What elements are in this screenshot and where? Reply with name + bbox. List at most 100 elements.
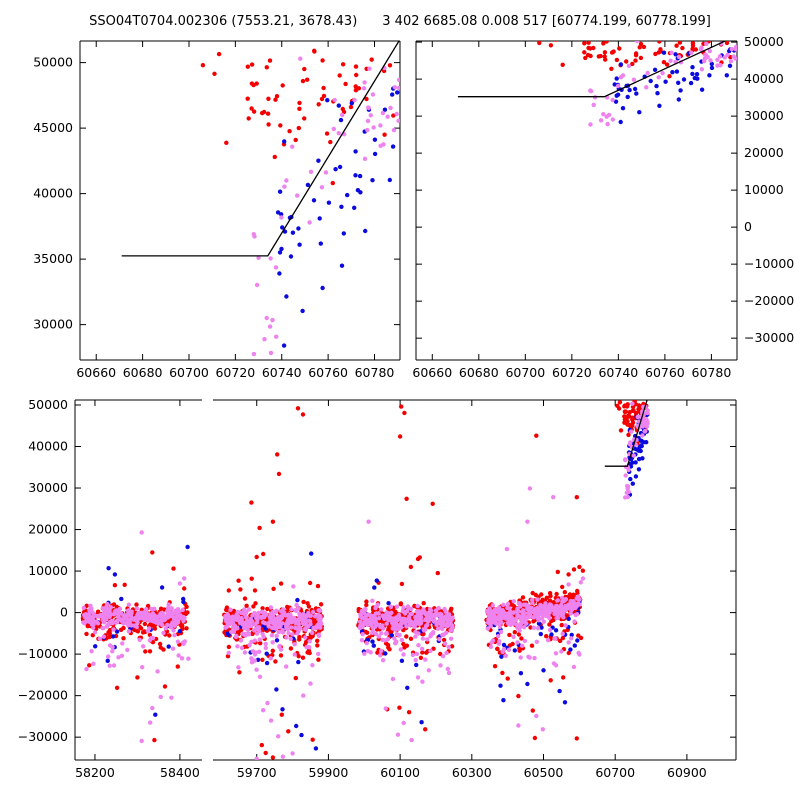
data-point <box>145 616 150 622</box>
data-point <box>181 599 186 605</box>
data-point <box>296 659 301 665</box>
y-tick-label: 50000 <box>28 397 68 412</box>
data-point <box>264 65 269 70</box>
data-point <box>348 104 354 110</box>
data-point <box>251 351 257 357</box>
data-point <box>536 621 542 626</box>
data-point <box>301 693 306 698</box>
data-point <box>516 723 521 728</box>
data-point <box>114 620 120 625</box>
data-point <box>389 633 395 638</box>
data-point <box>495 617 500 622</box>
data-point <box>336 103 341 108</box>
data-point <box>625 94 630 100</box>
data-point <box>165 622 170 628</box>
data-point <box>497 605 502 610</box>
data-point <box>317 618 322 623</box>
data-point <box>182 586 187 591</box>
data-point <box>640 433 645 438</box>
data-point <box>498 683 503 688</box>
data-point <box>414 609 419 614</box>
data-point <box>677 41 683 45</box>
data-point <box>545 638 551 643</box>
data-point <box>387 647 392 652</box>
data-point <box>699 45 704 50</box>
data-point <box>445 622 450 628</box>
data-point <box>166 644 171 649</box>
data-point <box>252 588 258 593</box>
data-point <box>177 629 183 634</box>
y-tick-label: −20000 <box>744 293 794 308</box>
y-tick-label: −30000 <box>744 330 794 345</box>
data-point <box>148 618 154 623</box>
data-point <box>150 705 155 711</box>
data-point <box>538 631 543 637</box>
data-point <box>257 637 263 642</box>
data-point <box>490 603 495 608</box>
data-point <box>384 610 389 615</box>
data-point <box>435 626 441 631</box>
data-point <box>385 615 391 620</box>
data-point <box>259 742 264 748</box>
data-point <box>159 585 165 590</box>
data-point <box>100 606 106 611</box>
data-point <box>370 598 375 603</box>
data-point <box>253 601 258 606</box>
data-point <box>560 599 565 604</box>
data-point <box>318 241 323 246</box>
data-point <box>364 599 369 604</box>
data-point <box>690 65 695 70</box>
data-point <box>518 655 523 660</box>
data-point <box>676 80 681 86</box>
data-point <box>517 646 522 651</box>
data-point <box>622 417 628 422</box>
data-point <box>623 473 628 478</box>
panel-content <box>222 400 650 760</box>
data-point <box>288 646 294 651</box>
data-point <box>296 226 301 231</box>
data-point <box>567 592 573 597</box>
data-point <box>268 256 273 261</box>
data-point <box>353 149 358 154</box>
data-point <box>323 170 329 175</box>
data-point <box>667 74 672 79</box>
data-point <box>268 605 274 610</box>
data-point <box>285 627 290 632</box>
data-point <box>627 410 632 415</box>
data-point <box>366 519 371 524</box>
data-point <box>216 51 222 57</box>
data-point <box>255 657 261 662</box>
data-point <box>318 602 324 607</box>
data-point <box>449 617 454 622</box>
data-point <box>604 114 609 119</box>
data-point <box>573 612 578 618</box>
data-point <box>256 610 261 616</box>
data-point <box>296 125 301 131</box>
data-point <box>239 645 245 651</box>
x-tick-label: 60700 <box>595 765 635 780</box>
data-point <box>361 610 367 616</box>
data-point <box>620 73 626 78</box>
x-tick-label: 60680 <box>459 365 499 380</box>
data-point <box>155 669 160 674</box>
data-point <box>270 640 275 645</box>
data-point <box>264 660 270 666</box>
data-point <box>431 630 436 635</box>
subplot-top-left: 60660 60680 60700 60720 60740 60760 60780 30000… <box>33 40 401 380</box>
data-point <box>385 642 391 648</box>
data-point <box>106 654 111 659</box>
data-point <box>566 572 571 577</box>
data-point <box>251 604 256 609</box>
x-tick-label: 58200 <box>75 765 115 780</box>
data-point <box>394 604 400 609</box>
data-point <box>729 46 734 52</box>
data-point <box>176 653 181 658</box>
data-point <box>399 404 404 409</box>
x-tick-label: 60300 <box>452 765 492 780</box>
data-point <box>254 81 259 86</box>
data-point <box>661 50 667 55</box>
data-point <box>254 615 259 621</box>
x-tick-label: 60720 <box>215 365 255 380</box>
data-point <box>114 629 120 634</box>
data-point <box>273 659 278 664</box>
